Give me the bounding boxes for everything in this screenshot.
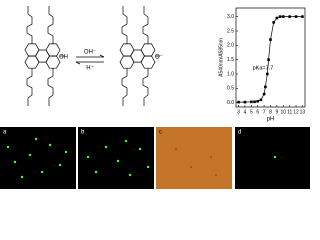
backward-label: H⁺: [86, 65, 94, 72]
data-point: [266, 72, 269, 76]
fluorescent-cell: [64, 150, 68, 154]
micrograph: [78, 127, 154, 189]
x-tick-label: 13: [300, 109, 306, 115]
data-point: [294, 15, 298, 18]
cell: [215, 174, 217, 176]
fluorescent-cell: [116, 159, 120, 163]
data-point: [259, 98, 263, 102]
ester-chain: [47, 68, 54, 106]
fluorescent-cell: [86, 155, 90, 159]
micrograph: [235, 127, 310, 189]
x-tick-label: 3: [237, 109, 240, 115]
x-tick-label: 11: [287, 109, 292, 115]
y-tick-label: 2.0: [227, 43, 234, 49]
data-point: [250, 100, 253, 104]
ring: [45, 43, 61, 57]
fluorescent-cell: [138, 147, 142, 151]
arrow-head: [75, 61, 81, 65]
fluorescent-cell: [28, 153, 32, 157]
ester-chain: [121, 6, 128, 44]
ring: [45, 55, 61, 69]
x-tick-label: 4: [244, 109, 247, 115]
y-tick-label: 3.0: [227, 14, 234, 20]
plot-frame: [235, 7, 306, 108]
ring: [140, 55, 156, 69]
y-axis-label: A540nm/A585nm: [218, 38, 224, 77]
y-tick-label: 1.5: [227, 57, 234, 63]
x-tick-label: 8: [269, 109, 272, 115]
annotation: pKa=7.7: [253, 66, 274, 72]
fluorescent-cell: [94, 170, 98, 174]
data-point: [237, 100, 240, 104]
y-tick-label: 2.5: [227, 28, 234, 34]
ester-chain: [26, 68, 33, 106]
data-point: [253, 100, 256, 104]
fluorescent-cell: [34, 137, 38, 141]
ester-chain: [142, 6, 149, 44]
y-tick-label: 1.0: [227, 71, 234, 77]
group-label: O⁻: [155, 55, 163, 61]
panel-label: a: [3, 130, 7, 136]
x-tick-label: 9: [275, 109, 278, 115]
fluorescent-cell: [104, 145, 108, 149]
x-tick-label: 12: [293, 109, 299, 115]
ring: [140, 43, 156, 57]
fluorescent-cell: [124, 139, 128, 143]
data-point: [288, 15, 291, 18]
ester-chain: [142, 68, 149, 106]
ester-chain: [121, 68, 128, 106]
forward-label: OH⁻: [84, 50, 96, 56]
cell: [175, 148, 177, 150]
data-point: [269, 38, 272, 41]
fluorescent-cell: [146, 165, 150, 169]
cell: [190, 166, 192, 168]
x-tick-label: 10: [280, 109, 286, 115]
data-point: [256, 99, 260, 103]
fluorescent-cell: [58, 163, 62, 167]
data-point: [264, 85, 267, 89]
panel-label: c: [159, 130, 162, 136]
fluorescent-cell: [273, 155, 277, 159]
ester-chain: [47, 6, 54, 44]
fluorescent-cell: [128, 173, 132, 177]
x-axis-label: pH: [267, 117, 275, 123]
x-tick-label: 7: [263, 109, 266, 115]
fluorescent-cell: [6, 145, 10, 149]
y-tick-label: 0.5: [227, 86, 234, 92]
data-point: [281, 15, 285, 18]
fluorescent-cell: [40, 170, 44, 174]
x-tick-label: 6: [256, 109, 259, 115]
series-line: [238, 16, 303, 103]
group-label: OH: [59, 55, 68, 61]
x-tick-label: 5: [250, 109, 253, 115]
panel-label: b: [81, 130, 85, 136]
y-tick-label: 0.0: [227, 100, 234, 106]
arrow-head: [99, 54, 105, 58]
data-point: [262, 92, 266, 96]
micrograph: [156, 127, 232, 189]
panel-label: d: [238, 130, 241, 136]
data-point: [278, 15, 282, 18]
cell: [210, 156, 212, 158]
micrograph: [0, 127, 76, 189]
fluorescent-cell: [13, 160, 17, 164]
fluorescent-cell: [48, 143, 52, 147]
figure: OH⁻ H⁺ OH O⁻ 0.0 0.5 1.0 1.5 2.0 2.5 3.0 3 4 5 6 7 8…: [0, 6, 310, 189]
data-point: [275, 16, 279, 20]
data-point: [243, 100, 247, 104]
data-point: [267, 58, 270, 61]
ester-chain: [26, 6, 33, 44]
fluorescent-cell: [20, 175, 24, 179]
data-point: [272, 21, 275, 24]
data-point: [301, 15, 304, 18]
